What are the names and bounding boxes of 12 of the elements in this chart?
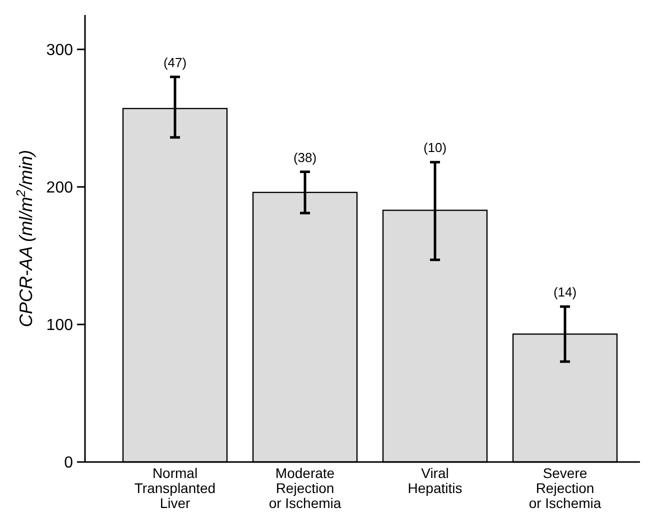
x-tick-label: Normal Transplanted Liver [134,465,216,511]
x-tick-label: Viral Hepatitis [408,465,462,496]
x-tick-label: Severe Rejection or Ischemia [528,465,602,511]
y-tick-label: 100 [46,317,74,334]
y-tick-label: 0 [64,454,74,472]
x-tick-label: Moderate Rejection or Ischemia [268,465,342,511]
y-tick-label: 300 [46,42,74,59]
annotation: (38) [293,150,317,165]
annotation: (10) [423,140,447,156]
y-tick-label: 200 [46,180,74,197]
annotation: (47) [163,54,187,70]
annotation: (14) [553,284,577,300]
